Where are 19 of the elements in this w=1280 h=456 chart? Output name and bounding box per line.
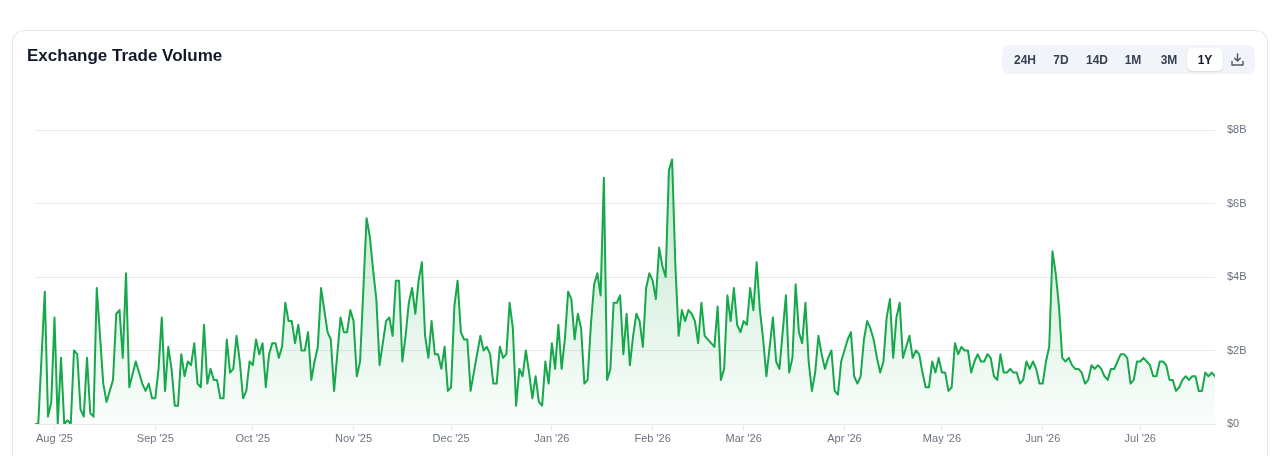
- x-tick-label: Mar '26: [725, 431, 762, 444]
- y-tick-label: $0: [1227, 417, 1240, 430]
- x-tick-label: Nov '25: [335, 431, 373, 444]
- x-tick-label: Feb '26: [634, 431, 671, 444]
- x-tick-label: Oct '25: [235, 431, 271, 444]
- x-tick-label: Jan '26: [534, 431, 570, 444]
- x-tick-label: Jun '26: [1025, 431, 1061, 444]
- x-tick-label: Aug '25: [36, 431, 73, 444]
- y-tick-label: $6B: [1227, 196, 1247, 209]
- x-tick-label: May '26: [922, 431, 962, 444]
- x-tick-label: Apr '26: [827, 431, 862, 444]
- y-tick-label: $8B: [1227, 123, 1247, 136]
- x-tick-label: Jul '26: [1124, 431, 1156, 444]
- x-tick-label: Sep '25: [136, 431, 174, 444]
- range-selector: 24H 7D 14D 1M 3M 1Y: [1002, 45, 1255, 74]
- x-tick-label: Dec '25: [432, 431, 470, 444]
- y-tick-label: $4B: [1227, 270, 1247, 283]
- chart-title: Exchange Trade Volume: [27, 46, 223, 66]
- y-tick-label: $2B: [1227, 343, 1247, 356]
